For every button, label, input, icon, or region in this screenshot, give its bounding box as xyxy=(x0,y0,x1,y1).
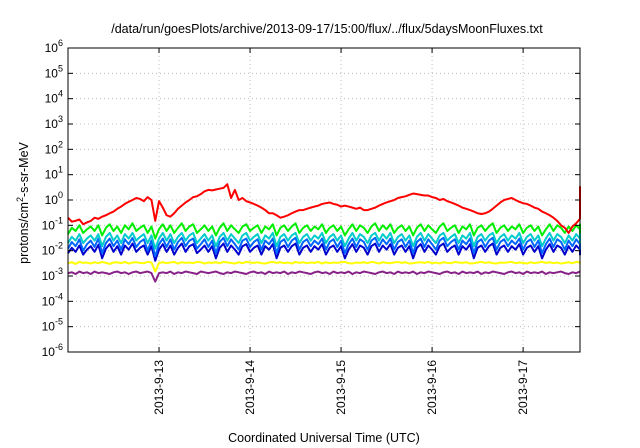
y-tick-label: 10-4 xyxy=(42,291,63,308)
y-tick-label-exponent: -3 xyxy=(55,266,63,276)
y-tick-label-exponent: 5 xyxy=(58,63,63,73)
y-tick-label: 103 xyxy=(45,114,63,131)
series-line-7 xyxy=(67,270,581,283)
axis-ticks: 10-610-510-410-310-210-11001011021031041… xyxy=(42,38,580,415)
y-tick-label-exponent: 6 xyxy=(58,38,63,48)
y-axis-label-base: protons/cm xyxy=(17,202,31,264)
y-tick-label-exponent: 2 xyxy=(58,139,63,149)
y-tick-label-exponent: 0 xyxy=(58,190,63,200)
y-tick-label-base: 10 xyxy=(45,168,59,182)
series-line-6 xyxy=(67,260,581,273)
x-tick-label: 2013-9-15 xyxy=(334,360,348,415)
y-tick-label: 10-6 xyxy=(42,342,63,359)
y-tick-label: 10-2 xyxy=(42,241,63,258)
series-line-3 xyxy=(67,231,581,250)
y-tick-label: 10-5 xyxy=(42,317,63,334)
y-tick-label-base: 10 xyxy=(45,92,59,106)
y-tick-label: 101 xyxy=(45,165,63,182)
y-tick-label-base: 10 xyxy=(42,244,56,258)
series-lines xyxy=(67,183,581,283)
x-tick-label: 2013-9-13 xyxy=(152,360,166,415)
y-tick-label-exponent: 3 xyxy=(58,114,63,124)
y-tick-label: 105 xyxy=(45,63,63,80)
y-tick-label-exponent: 1 xyxy=(58,165,63,175)
y-tick-label: 10-1 xyxy=(42,215,63,232)
y-tick-label-exponent: -6 xyxy=(55,342,63,352)
y-tick-label: 100 xyxy=(45,190,63,207)
y-tick-label: 10-3 xyxy=(42,266,63,283)
y-axis-label-superscript: 2 xyxy=(15,197,25,202)
y-axis-label: protons/cm2-s-sr-MeV xyxy=(15,141,31,263)
series-line-5 xyxy=(67,242,581,262)
y-tick-label-exponent: -2 xyxy=(55,241,63,251)
y-tick-label-exponent: -1 xyxy=(55,215,63,225)
x-tick-label: 2013-9-17 xyxy=(516,360,530,415)
y-tick-label-exponent: -4 xyxy=(55,291,63,301)
y-tick-label: 104 xyxy=(45,89,63,106)
y-tick-label: 102 xyxy=(45,139,63,156)
y-tick-label-base: 10 xyxy=(42,345,56,359)
series-line-1 xyxy=(67,183,581,234)
y-tick-label-exponent: -5 xyxy=(55,317,63,327)
y-tick-label-base: 10 xyxy=(45,117,59,131)
chart-title: /data/run/goesPlots/archive/2013-09-17/1… xyxy=(111,22,543,36)
y-tick-label-base: 10 xyxy=(42,294,56,308)
y-tick-label-exponent: 4 xyxy=(58,89,63,99)
y-tick-label-base: 10 xyxy=(45,41,59,55)
y-tick-label-base: 10 xyxy=(45,142,59,156)
series-line-4 xyxy=(67,236,581,258)
y-tick-label-base: 10 xyxy=(42,218,56,232)
y-axis-label-rest: -s-sr-MeV xyxy=(17,141,31,197)
x-axis-label: Coordinated Universal Time (UTC) xyxy=(228,431,420,445)
y-tick-label-base: 10 xyxy=(45,193,59,207)
y-tick-label-base: 10 xyxy=(42,320,56,334)
series-line-2 xyxy=(67,222,581,240)
y-tick-label-base: 10 xyxy=(45,66,59,80)
y-tick-label-base: 10 xyxy=(42,269,56,283)
x-tick-label: 2013-9-16 xyxy=(425,360,439,415)
y-tick-label: 106 xyxy=(45,38,63,55)
x-tick-label: 2013-9-14 xyxy=(243,360,257,415)
